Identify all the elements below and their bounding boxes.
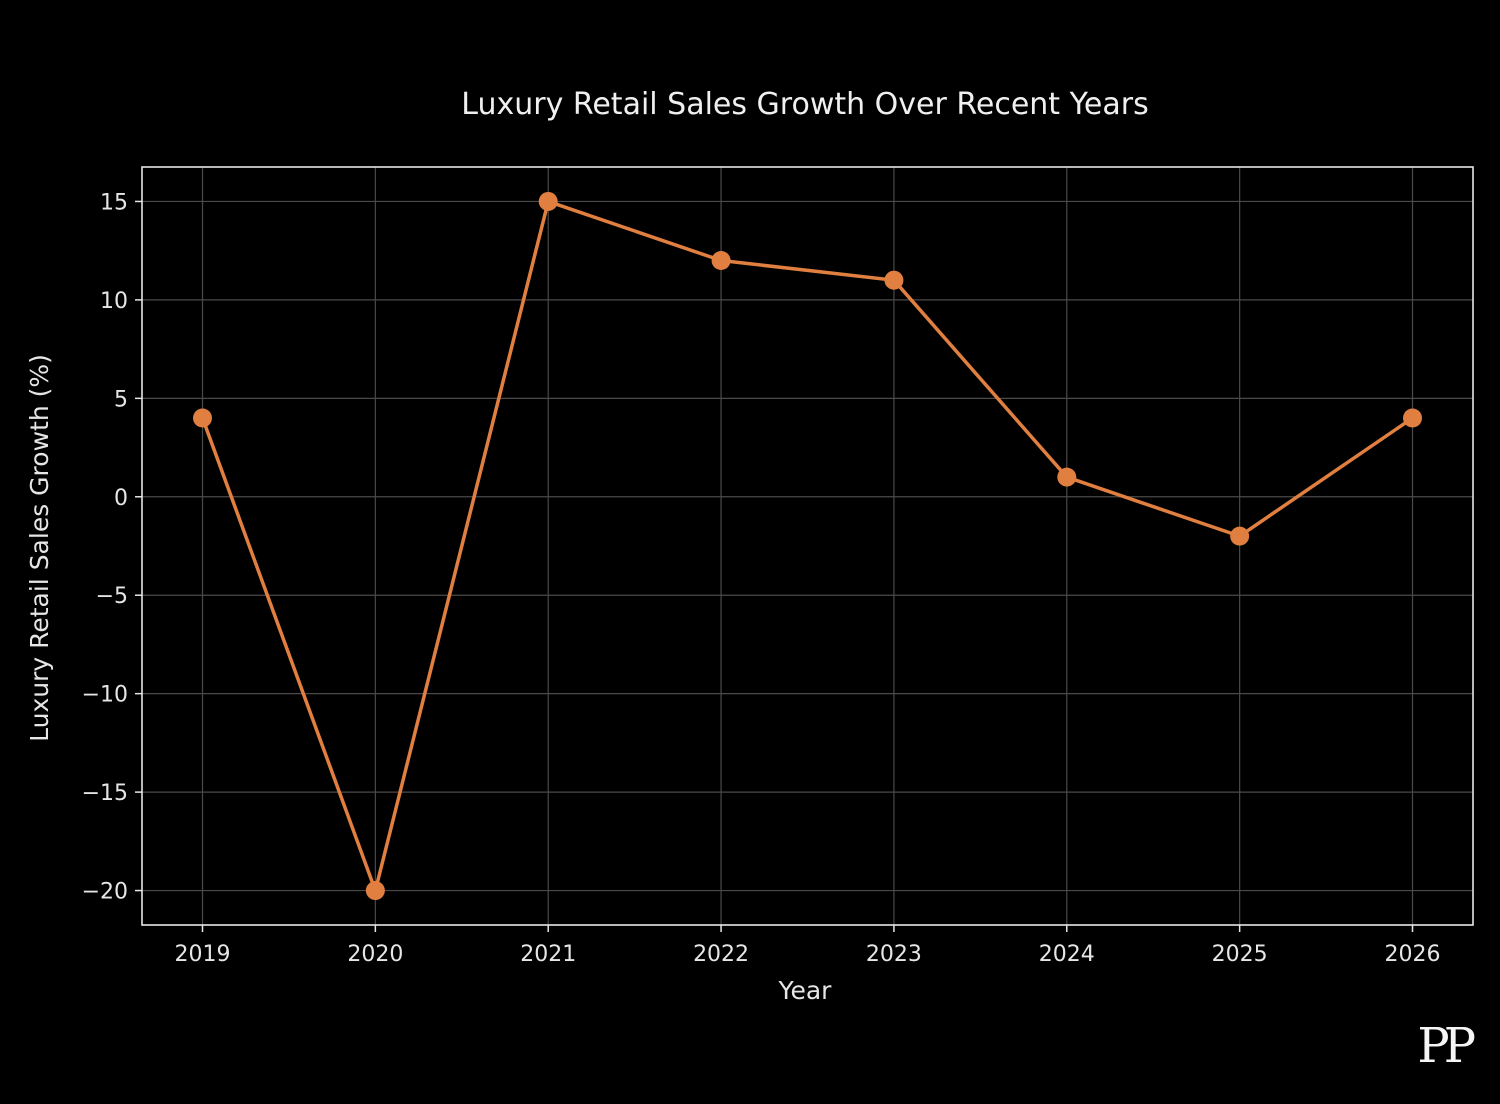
data-point [365, 881, 385, 901]
series-line [200, 199, 1414, 893]
y-tick-label: −20 [82, 880, 128, 905]
data-point [1403, 408, 1422, 428]
y-tick-label: −15 [82, 781, 128, 806]
y-axis-label: Luxury Retail Sales Growth (%) [25, 354, 54, 742]
x-tick-label: 2026 [1385, 942, 1441, 967]
y-tick-label: 5 [114, 387, 128, 412]
data-point [538, 191, 558, 211]
data-point [711, 251, 731, 271]
data-point [1230, 526, 1250, 546]
data-point [193, 408, 212, 428]
x-tick-label: 2025 [1212, 942, 1268, 967]
data-point [1057, 467, 1077, 487]
y-tick-label: 15 [100, 190, 128, 215]
x-axis-label: Year [778, 976, 833, 1005]
y-axis: 15 10 5 0 −5 −10 −15 −20 [82, 190, 142, 905]
x-tick-label: 2021 [520, 942, 576, 967]
watermark-logo: PP [1417, 1018, 1476, 1074]
y-tick-label: 10 [100, 289, 128, 314]
x-tick-label: 2023 [866, 942, 922, 967]
data-point [884, 270, 904, 290]
x-axis: 2019 2020 2021 2022 2023 2024 2025 2026 [175, 925, 1441, 967]
y-tick-label: −10 [82, 683, 128, 708]
plot-frame [141, 166, 1474, 926]
y-tick-label: −5 [96, 584, 128, 609]
x-tick-label: 2020 [347, 942, 403, 967]
data-points [193, 191, 1422, 901]
chart-title: Luxury Retail Sales Growth Over Recent Y… [461, 87, 1148, 122]
x-tick-label: 2022 [693, 942, 749, 967]
x-tick-label: 2019 [175, 942, 231, 967]
y-tick-label: 0 [114, 486, 128, 511]
grid [142, 167, 1473, 925]
x-tick-label: 2024 [1039, 942, 1095, 967]
